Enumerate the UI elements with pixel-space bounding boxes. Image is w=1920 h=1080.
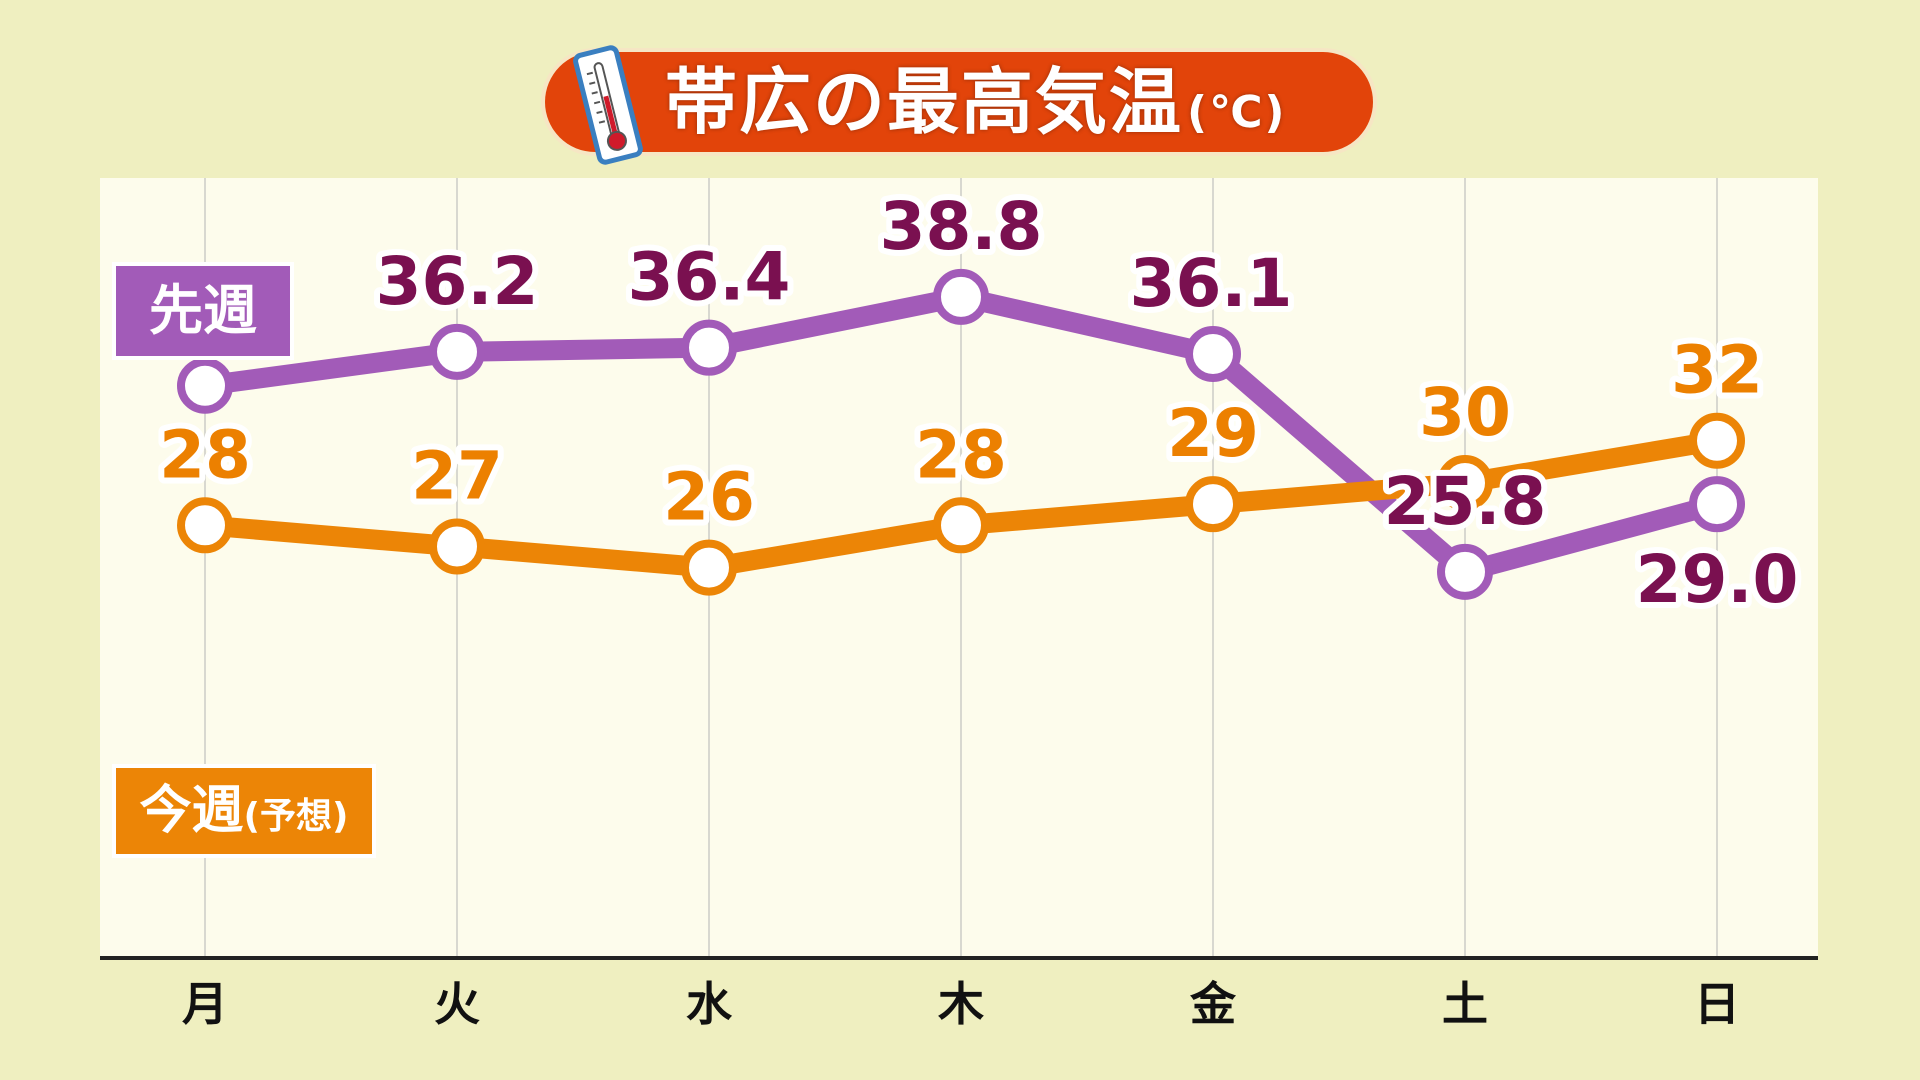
legend-last-week-label: 先週 (149, 279, 257, 342)
data-point (429, 323, 485, 380)
x-tick-label: 土 (1442, 977, 1488, 1031)
data-label: 26 (663, 459, 755, 536)
data-label: 27 (411, 437, 503, 514)
chart-title: 帯広の最高気温(℃) (665, 52, 1287, 152)
chart-title-unit: (℃) (1187, 87, 1287, 138)
data-point (933, 497, 989, 554)
chart-title-label: 帯広の最高気温 (665, 60, 1184, 144)
data-point (429, 518, 485, 575)
data-point (1185, 325, 1241, 382)
chart-title-bar: 帯広の最高気温(℃) (545, 45, 1373, 165)
legend-this-week-label: 今週 (139, 781, 244, 841)
data-label: 28 (915, 416, 1007, 493)
data-point (681, 539, 737, 596)
series-points (177, 268, 1745, 600)
legend-this-week-note: (予想) (243, 796, 349, 837)
data-point (177, 497, 233, 554)
data-point (177, 357, 233, 414)
data-label: 32 (1671, 332, 1763, 409)
data-point (1437, 543, 1493, 600)
data-point (933, 268, 989, 325)
x-tick-label: 日 (1694, 977, 1740, 1031)
data-point (1437, 455, 1493, 511)
data-point (681, 319, 737, 376)
legend-this-week: 今週(予想) (116, 768, 372, 854)
data-point (1689, 476, 1745, 533)
data-label: 38.8 (880, 188, 1043, 265)
x-tick-label: 金 (1189, 977, 1237, 1031)
x-tick-label: 木 (938, 977, 984, 1031)
data-label: 28 (159, 416, 251, 493)
data-label: 36.2 (376, 243, 539, 320)
x-axis-ticks: 月火水木金土日 (182, 977, 1740, 1031)
x-tick-label: 月 (182, 977, 228, 1031)
data-label: 36.1 (1130, 245, 1293, 322)
x-tick-label: 火 (434, 977, 480, 1031)
data-label: 25.8 (1384, 463, 1547, 540)
data-label: 36.4 (628, 239, 791, 316)
data-label: 30 (1419, 374, 1511, 451)
thermometer-icon (573, 45, 643, 165)
data-point (1185, 476, 1241, 533)
x-tick-label: 水 (686, 977, 733, 1031)
data-label: 29.0 (1636, 541, 1799, 618)
data-label: 29 (1167, 395, 1259, 472)
legend-last-week: 先週 (116, 266, 290, 356)
data-point (1689, 412, 1745, 469)
